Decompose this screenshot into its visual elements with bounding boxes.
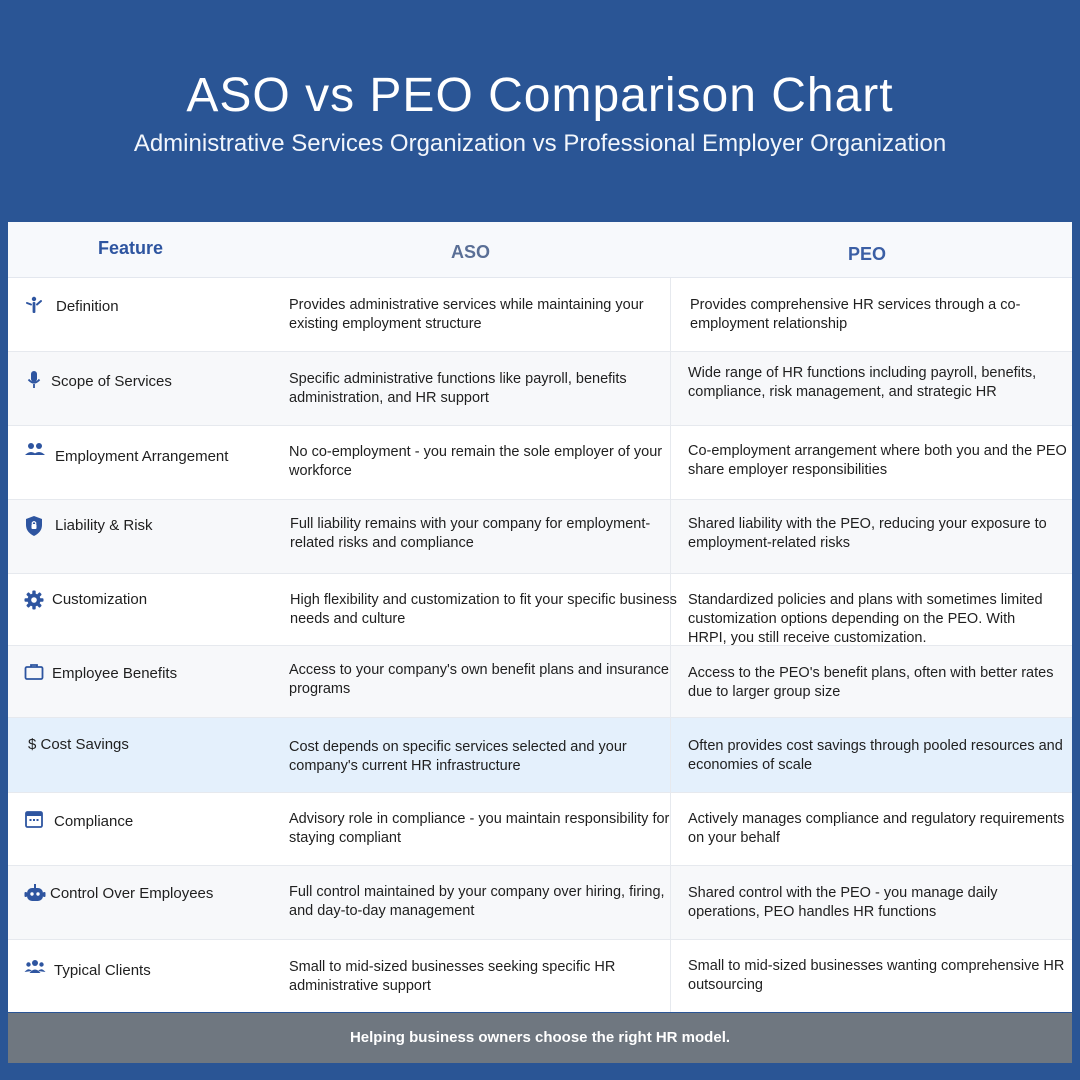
briefcase-icon	[24, 662, 44, 682]
feature-label: Employee Benefits	[52, 665, 178, 682]
aso-cell: Provides administrative services while m…	[289, 297, 644, 332]
person-accessibility-icon	[24, 295, 44, 315]
table-row-scope: Scope of Services Specific administrativ…	[8, 352, 1072, 426]
aso-cell: Full control maintained by your company …	[289, 884, 665, 919]
column-divider	[670, 646, 671, 717]
calendar-icon	[24, 809, 44, 829]
peo-cell: Shared liability with the PEO, reducing …	[688, 516, 1047, 551]
shield-lock-icon	[24, 515, 44, 536]
feature-label: $ Cost Savings	[28, 736, 129, 753]
peo-cell: Shared control with the PEO - you manage…	[688, 885, 998, 920]
aso-cell: Full liability remains with your company…	[290, 516, 651, 551]
column-divider	[670, 718, 671, 792]
feature-label: Customization	[52, 591, 148, 608]
robot-icon	[24, 883, 46, 903]
peo-cell: Often provides cost savings through pool…	[688, 738, 1063, 773]
microphone-icon	[24, 370, 44, 390]
aso-cell: High flexibility and customization to fi…	[290, 592, 677, 627]
column-divider	[670, 426, 671, 499]
peo-cell: Standardized policies and plans with som…	[688, 592, 1043, 646]
aso-cell: Access to your company's own benefit pla…	[289, 662, 669, 697]
feature-label: Employment Arrangement	[55, 448, 229, 465]
feature-label: Definition	[56, 298, 119, 315]
people-icon	[24, 440, 45, 460]
peo-cell: Actively manages compliance and regulato…	[688, 811, 1065, 846]
feature-label: Liability & Risk	[55, 517, 153, 534]
column-header-feature: Feature	[98, 238, 164, 258]
column-divider	[670, 793, 671, 865]
table-row-typical-clients: Typical Clients Small to mid-sized busin…	[8, 940, 1072, 1012]
group-icon	[24, 958, 46, 978]
peo-cell: Small to mid-sized businesses wanting co…	[688, 958, 1065, 993]
feature-label: Scope of Services	[51, 373, 172, 390]
page-title: ASO vs PEO Comparison Chart	[186, 69, 894, 122]
feature-label: Compliance	[54, 813, 134, 830]
column-header-peo: PEO	[848, 244, 887, 264]
table-row-benefits: Employee Benefits Access to your company…	[8, 646, 1072, 718]
peo-cell: Provides comprehensive HR services throu…	[690, 297, 1021, 332]
aso-cell: Specific administrative functions like p…	[289, 371, 627, 406]
table-row-control: Control Over Employees Full control main…	[8, 866, 1072, 940]
table-row-cost-savings: $ Cost Savings Cost depends on specific …	[8, 718, 1072, 793]
feature-label: Typical Clients	[54, 962, 151, 979]
aso-cell: Small to mid-sized businesses seeking sp…	[289, 959, 616, 994]
column-divider	[670, 574, 671, 645]
gear-icon	[24, 590, 44, 610]
aso-cell: No co-employment - you remain the sole e…	[289, 444, 663, 479]
table-row-customization: Customization High flexibility and custo…	[8, 574, 1072, 646]
table-row-compliance: Compliance Advisory role in compliance -…	[8, 793, 1072, 866]
table-header-row: Feature ASO PEO	[8, 222, 1072, 278]
peo-cell: Wide range of HR functions including pay…	[688, 365, 1037, 400]
peo-cell: Access to the PEO's benefit plans, often…	[688, 665, 1054, 700]
comparison-table: Feature ASO PEO Definition Provides admi…	[8, 222, 1072, 1012]
column-divider	[670, 940, 671, 1012]
table-row-employment: Employment Arrangement No co-employment …	[8, 426, 1072, 500]
column-divider	[670, 278, 671, 351]
column-header-aso: ASO	[451, 242, 491, 262]
table-row-definition: Definition Provides administrative servi…	[8, 278, 1072, 352]
aso-cell: Advisory role in compliance - you mainta…	[289, 811, 670, 846]
footer-banner: Helping business owners choose the right…	[8, 1013, 1072, 1063]
page-subtitle: Administrative Services Organization vs …	[133, 130, 947, 157]
feature-label: Control Over Employees	[50, 885, 214, 902]
column-divider	[670, 352, 671, 425]
column-divider	[670, 866, 671, 939]
table-row-liability: Liability & Risk Full liability remains …	[8, 500, 1072, 574]
column-divider	[670, 500, 671, 573]
page-header: ASO vs PEO Comparison Chart Administrati…	[0, 0, 1080, 222]
aso-cell: Cost depends on specific services select…	[289, 739, 627, 774]
peo-cell: Co-employment arrangement where both you…	[688, 443, 1067, 478]
